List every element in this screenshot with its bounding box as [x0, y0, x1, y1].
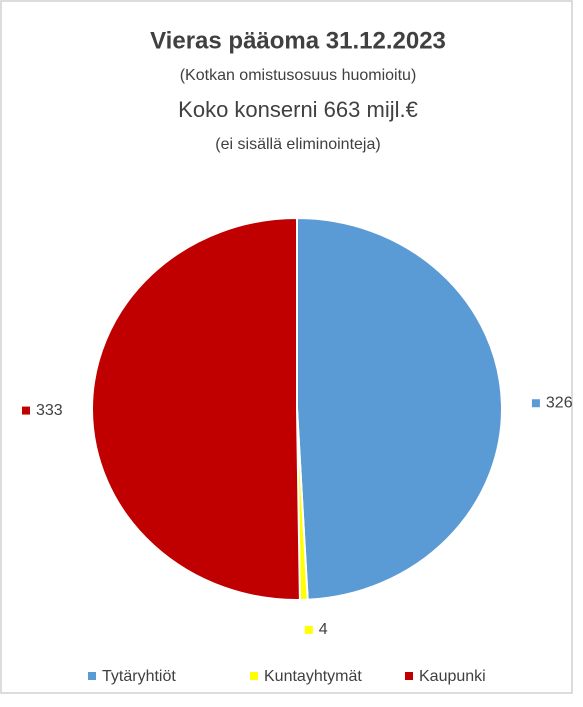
data-label: 333	[36, 402, 63, 419]
chart-subtitle: (Kotkan omistusosuus huomioitu)	[180, 67, 417, 84]
data-label: 326	[546, 394, 573, 411]
data-label: 4	[319, 621, 328, 638]
chart-subtitle: Koko konserni 663 mijl.€	[178, 97, 418, 122]
chart-title: Vieras pääoma 31.12.2023	[150, 27, 446, 54]
legend-marker	[250, 672, 258, 680]
legend-label: Kaupunki	[419, 668, 486, 685]
data-label-marker	[531, 399, 540, 408]
legend-label: Kuntayhtymät	[264, 668, 362, 685]
data-label-marker	[22, 406, 31, 415]
data-label-marker	[304, 625, 313, 634]
legend-label: Tytäryhtiöt	[102, 668, 176, 685]
chart-subtitle: (ei sisällä eliminointeja)	[215, 136, 380, 153]
legend-marker	[405, 672, 413, 680]
legend-marker	[88, 672, 96, 680]
pie-slice	[91, 216, 301, 601]
pie-slice	[296, 216, 503, 601]
